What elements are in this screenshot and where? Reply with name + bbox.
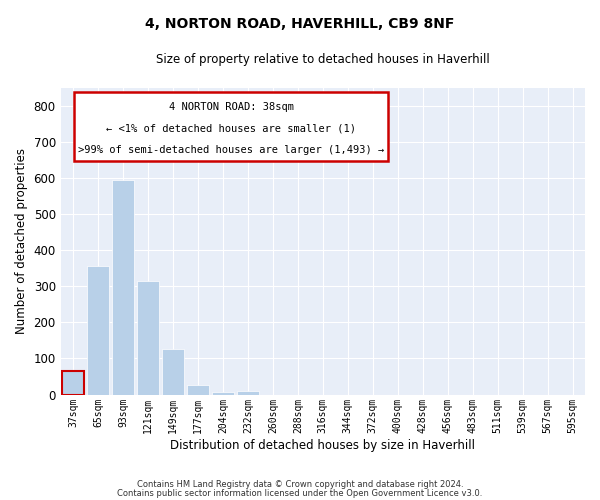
Y-axis label: Number of detached properties: Number of detached properties [15,148,28,334]
Bar [187,385,209,394]
Bar [87,266,109,394]
X-axis label: Distribution of detached houses by size in Haverhill: Distribution of detached houses by size … [170,440,475,452]
Bar [62,371,85,394]
Bar [236,391,259,394]
Bar [112,180,134,394]
Text: 4 NORTON ROAD: 38sqm: 4 NORTON ROAD: 38sqm [169,102,293,113]
Text: Contains public sector information licensed under the Open Government Licence v3: Contains public sector information licen… [118,490,482,498]
Title: Size of property relative to detached houses in Haverhill: Size of property relative to detached ho… [156,52,490,66]
Bar [137,280,159,394]
Bar [212,392,234,394]
Text: >99% of semi-detached houses are larger (1,493) →: >99% of semi-detached houses are larger … [78,145,384,155]
FancyBboxPatch shape [74,92,388,161]
Text: ← <1% of detached houses are smaller (1): ← <1% of detached houses are smaller (1) [106,123,356,133]
Bar [162,350,184,395]
Text: Contains HM Land Registry data © Crown copyright and database right 2024.: Contains HM Land Registry data © Crown c… [137,480,463,489]
Text: 4, NORTON ROAD, HAVERHILL, CB9 8NF: 4, NORTON ROAD, HAVERHILL, CB9 8NF [145,18,455,32]
